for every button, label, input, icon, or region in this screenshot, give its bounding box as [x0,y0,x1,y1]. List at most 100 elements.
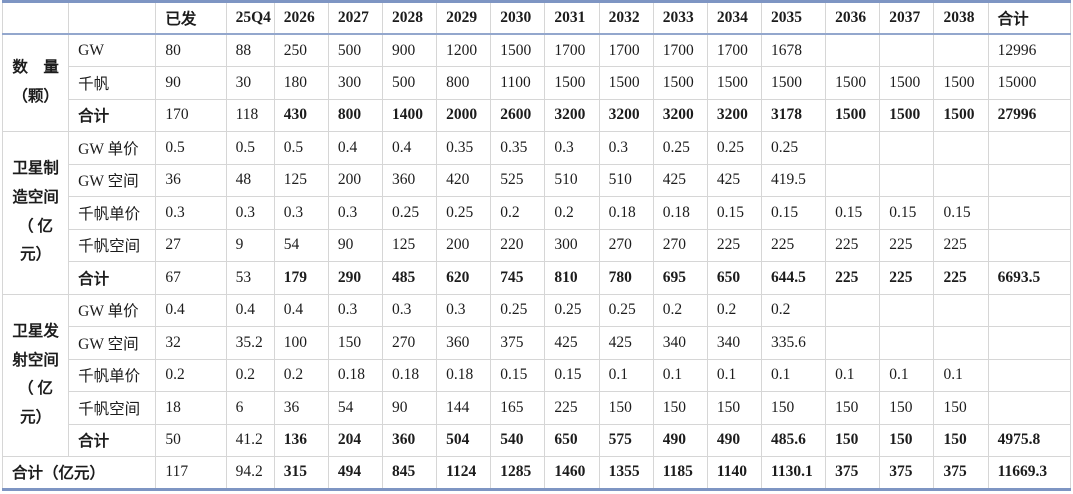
footer-value-cell: 375 [879,456,934,489]
value-cell: 485 [381,261,437,294]
value-cell: 425 [544,326,600,359]
value-cell: 50 [155,423,227,457]
value-cell: 1678 [760,33,826,67]
value-cell: 150 [706,391,762,424]
value-cell: 360 [381,423,437,457]
value-cell: 144 [436,391,491,424]
column-header-已发: 已发 [155,1,227,35]
value-cell: 620 [436,261,491,294]
value-cell: 0.25 [706,131,762,164]
value-cell: 30 [225,66,275,99]
value-cell: 3200 [598,98,654,132]
footer-value-cell: 1185 [652,456,708,489]
value-cell [879,33,934,67]
value-cell: 90 [155,66,227,99]
value-cell: 375 [490,326,545,359]
value-cell: 504 [436,423,491,457]
value-cell: 425 [706,163,762,197]
group-label-cell: 卫星发 射空间 （ 亿 元） [1,293,69,457]
value-cell [987,358,1071,392]
value-cell: 150 [825,391,880,424]
value-cell: 340 [706,326,762,359]
value-cell: 27 [155,228,227,262]
row-label-cell: GW 空间 [68,326,156,359]
value-cell: 0.2 [155,358,227,392]
value-cell: 0.15 [706,196,762,229]
value-cell: 150 [825,423,880,457]
value-cell: 225 [933,228,989,262]
value-cell: 225 [706,228,762,262]
value-cell: 1500 [933,66,989,99]
value-cell: 0.4 [225,293,275,327]
value-cell: 0.18 [436,358,491,392]
value-cell: 510 [598,163,654,197]
footer-value-cell: 117 [155,456,227,489]
value-cell: 1700 [652,33,708,67]
value-cell: 54 [327,391,383,424]
value-cell [933,163,989,197]
value-cell: 430 [273,98,329,132]
table-row: 千帆单价 0.3 0.3 0.3 0.3 0.25 0.25 0.2 0.2 0.18 0.18 0.… [3,196,1071,229]
value-cell: 0.25 [544,293,600,327]
value-cell: 0.1 [652,358,708,392]
table-row: 千帆 90 30 180 300 500 800 1100 1500 1500 1500 1500 15… [3,66,1071,99]
footer-value-cell: 315 [273,456,329,489]
value-cell: 0.3 [327,293,383,327]
value-cell: 0.25 [436,196,491,229]
value-cell: 4975.8 [987,423,1071,457]
value-cell: 0.1 [760,358,826,392]
value-cell: 0.25 [652,131,708,164]
column-header-2034: 2034 [706,1,762,35]
value-cell: 1200 [436,33,491,67]
value-cell: 0.2 [706,293,762,327]
value-cell: 800 [436,66,491,99]
value-cell [933,33,989,67]
value-cell: 41.2 [225,423,275,457]
value-cell: 0.35 [490,131,545,164]
value-cell [987,293,1071,327]
value-cell: 53 [225,261,275,294]
value-cell: 0.15 [760,196,826,229]
value-cell [879,131,934,164]
value-cell: 0.18 [327,358,383,392]
footer-value-cell: 494 [327,456,383,489]
footer-value-cell: 845 [381,456,437,489]
value-cell: 220 [490,228,545,262]
value-cell: 150 [879,391,934,424]
value-cell: 225 [544,391,600,424]
value-cell: 0.4 [327,131,383,164]
value-cell: 150 [327,326,383,359]
footer-value-cell: 1140 [706,456,762,489]
value-cell: 419.5 [760,163,826,197]
value-cell: 150 [598,391,654,424]
table-body: 数 量 （颗） GW 80 88 250 500 900 1200 1500 1700 1700 17… [1,33,1071,489]
value-cell: 1100 [490,66,545,99]
footer-value-cell: 1124 [436,456,491,489]
value-cell: 1700 [598,33,654,67]
value-cell: 485.6 [760,423,826,457]
value-cell: 36 [273,391,329,424]
value-cell: 118 [225,98,275,132]
value-cell: 0.15 [879,196,934,229]
value-cell: 88 [225,33,275,67]
value-cell: 650 [544,423,600,457]
value-cell: 340 [652,326,708,359]
value-cell: 35.2 [225,326,275,359]
footer-value-cell: 11669.3 [987,456,1071,489]
value-cell: 0.3 [436,293,491,327]
value-cell: 0.3 [544,131,600,164]
value-cell: 3200 [544,98,600,132]
value-cell: 644.5 [760,261,826,294]
table-row: 千帆单价 0.2 0.2 0.2 0.18 0.18 0.18 0.15 0.15 0.1 0.1 0… [3,358,1071,392]
value-cell [933,293,989,327]
value-cell: 1500 [760,66,826,99]
corner-cell-1 [68,1,156,35]
table-row: 数 量 （颗） GW 80 88 250 500 900 1200 1500 1700 1700 17… [1,33,1071,132]
value-cell: 270 [381,326,437,359]
value-cell: 0.5 [155,131,227,164]
value-cell: 780 [598,261,654,294]
value-cell: 0.2 [225,358,275,392]
value-cell: 32 [155,326,227,359]
value-cell: 0.1 [933,358,989,392]
value-cell: 0.18 [598,196,654,229]
